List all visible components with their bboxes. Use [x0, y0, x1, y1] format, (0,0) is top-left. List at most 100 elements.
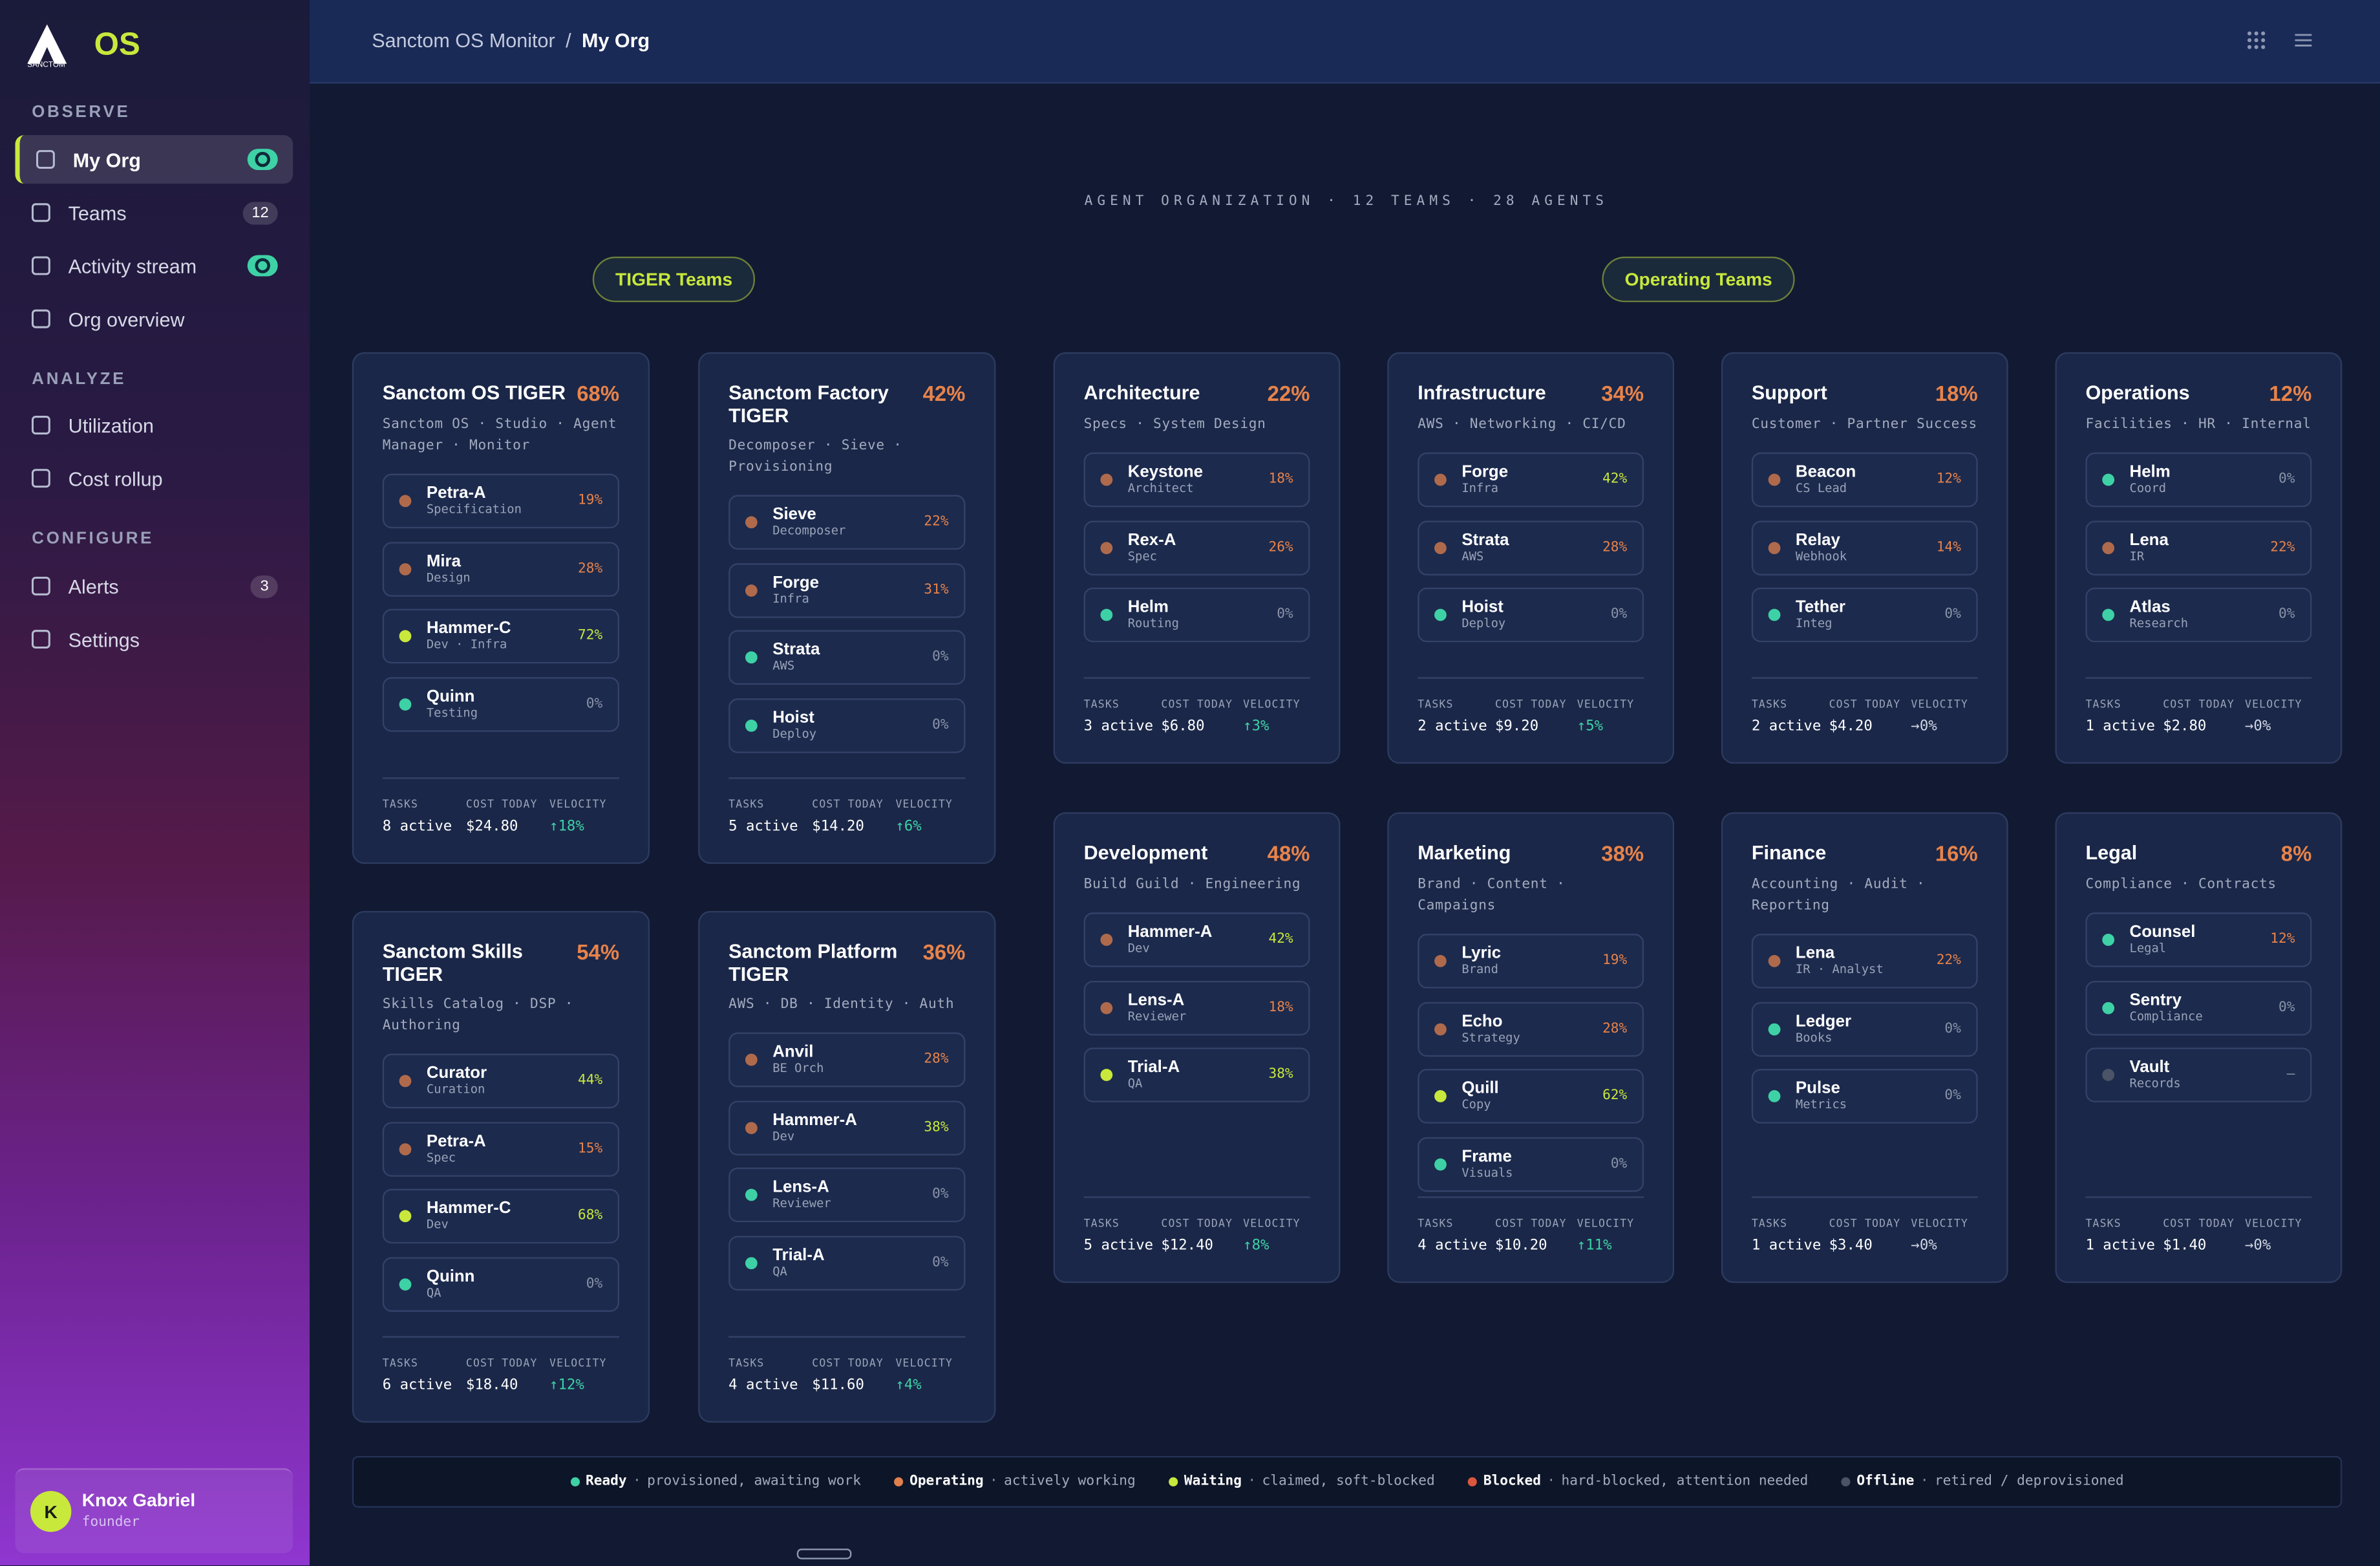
- agent-row[interactable]: Sieve Decomposer 22%: [728, 495, 966, 550]
- agent-row[interactable]: Hoist Deploy 0%: [728, 698, 966, 753]
- agent-list: Lyric Brand 19% Echo Strategy 28% Quill Copy 62%…: [1418, 934, 1644, 1192]
- agent-row[interactable]: Lens-A Reviewer 18%: [1083, 980, 1310, 1035]
- nav-item[interactable]: Alerts 3: [15, 562, 293, 610]
- stat-label: VELOCITY: [1911, 698, 1968, 711]
- team-header: Sanctom Factory TIGER 42%: [728, 381, 965, 426]
- team-card[interactable]: Sanctom OS TIGER 68% Sanctom OS · Studio ·…: [352, 352, 650, 864]
- agent-load: 0%: [932, 1187, 949, 1203]
- team-card[interactable]: Operations 12% Facilities · HR · Internal H…: [2055, 352, 2343, 764]
- team-card[interactable]: Development 48% Build Guild · Engineering H…: [1053, 812, 1341, 1283]
- agent-row[interactable]: Relay Webhook 14%: [1751, 520, 1978, 575]
- legend-dot: [1468, 1477, 1478, 1486]
- legend-text: hard-blocked, attention needed: [1561, 1474, 1809, 1490]
- team-card[interactable]: Support 18% Customer · Partner Success Beac…: [1721, 352, 2008, 764]
- team-card[interactable]: Sanctom Skills TIGER 54% Skills Catalog · …: [352, 910, 650, 1423]
- agent-row[interactable]: Quinn Testing 0%: [382, 676, 620, 731]
- agent-role: IR: [2129, 548, 2145, 563]
- agent-row[interactable]: Hammer-C Dev · Infra 72%: [382, 608, 620, 664]
- nav-section: OBSERVE: [32, 103, 131, 122]
- agent-row[interactable]: Lens-A Reviewer 0%: [728, 1167, 966, 1223]
- filter-icon[interactable]: [2293, 30, 2313, 50]
- agent-row[interactable]: Hammer-A Dev 38%: [728, 1100, 966, 1155]
- team-card[interactable]: Architecture 22% Specs · System Design Keys…: [1053, 352, 1341, 764]
- nav-item[interactable]: Org overview: [15, 295, 293, 343]
- agent-row[interactable]: Quinn QA 0%: [382, 1256, 620, 1311]
- agent-row[interactable]: Hammer-C Dev 68%: [382, 1188, 620, 1244]
- agent-row[interactable]: Hammer-A Dev 42%: [1083, 912, 1310, 967]
- team-card[interactable]: Legal 8% Compliance · Contracts Counsel Lega…: [2055, 812, 2343, 1283]
- team-card[interactable]: Infrastructure 34% AWS · Networking · CI/C…: [1387, 352, 1675, 764]
- agent-info: Hoist Deploy: [1461, 598, 1505, 632]
- agent-row[interactable]: Strata AWS 28%: [1418, 520, 1644, 575]
- nav-item[interactable]: Cost rollup: [15, 454, 293, 502]
- agent-row[interactable]: Beacon CS Lead 12%: [1751, 452, 1978, 508]
- stat-value: 8 active: [382, 818, 452, 835]
- agent-row[interactable]: Anvil BE Orch 28%: [728, 1032, 966, 1088]
- agent-name: Vault: [2129, 1058, 2170, 1077]
- nav-item[interactable]: My Org: [15, 134, 293, 184]
- stat-value: $14.20: [812, 818, 864, 835]
- team-card[interactable]: Marketing 38% Brand · Content · Campaigns L…: [1387, 812, 1675, 1283]
- agent-name: Lens-A: [1127, 991, 1185, 1009]
- agent-row[interactable]: Vault Records –: [2085, 1047, 2312, 1102]
- team-card[interactable]: Sanctom Factory TIGER 42% Decomposer · Sie…: [698, 352, 996, 864]
- agent-row[interactable]: Helm Routing 0%: [1083, 587, 1310, 643]
- group-pill[interactable]: TIGER Teams: [592, 256, 756, 303]
- group-pill[interactable]: Operating Teams: [1602, 256, 1795, 303]
- status-dot: [399, 630, 412, 643]
- agent-row[interactable]: Atlas Research 0%: [2085, 587, 2312, 643]
- logo: [27, 24, 67, 64]
- agent-row[interactable]: Strata AWS 0%: [728, 630, 966, 685]
- agent-row[interactable]: Trial-A QA 38%: [1083, 1047, 1310, 1102]
- nav-item[interactable]: Activity stream: [15, 241, 293, 290]
- agent-row[interactable]: Frame Visuals 0%: [1418, 1136, 1644, 1192]
- agent-row[interactable]: Trial-A QA 0%: [728, 1235, 966, 1290]
- team-card[interactable]: Sanctom Platform TIGER 36% AWS · DB · Iden…: [698, 910, 996, 1423]
- team-card[interactable]: Finance 16% Accounting · Audit · Reporting…: [1721, 812, 2008, 1283]
- stat-label: COST TODAY: [2163, 1217, 2235, 1230]
- agent-row[interactable]: Echo Strategy 28%: [1418, 1001, 1644, 1057]
- agent-row[interactable]: Lena IR 22%: [2085, 520, 2312, 575]
- stat-value: 4 active: [1418, 1237, 1487, 1254]
- agent-info: Curator Curation: [427, 1064, 487, 1098]
- breadcrumb-item[interactable]: Sanctom OS Monitor: [372, 28, 555, 52]
- agent-load: 14%: [1936, 539, 1961, 555]
- agent-row[interactable]: Keystone Architect 18%: [1083, 452, 1310, 508]
- agent-load: 22%: [1936, 953, 1961, 969]
- agent-row[interactable]: Pulse Metrics 0%: [1751, 1069, 1978, 1124]
- agent-row[interactable]: Lyric Brand 19%: [1418, 934, 1644, 989]
- agent-row[interactable]: Helm Coord 0%: [2085, 452, 2312, 508]
- nav-item[interactable]: Settings: [15, 615, 293, 663]
- agent-name: Hoist: [1461, 598, 1503, 617]
- status-dot: [2102, 473, 2115, 486]
- stat-label: COST TODAY: [812, 799, 884, 811]
- nav-label: Settings: [68, 627, 140, 651]
- agent-info: Tether Integ: [1796, 598, 1845, 632]
- agent-list: Hammer-A Dev 42% Lens-A Reviewer 18% Trial-A QA…: [1083, 912, 1310, 1102]
- agent-name: Lyric: [1461, 944, 1502, 963]
- agent-row[interactable]: Lena IR · Analyst 22%: [1751, 934, 1978, 989]
- agent-row[interactable]: Hoist Deploy 0%: [1418, 587, 1644, 643]
- stat-value: 3 active: [1083, 718, 1154, 735]
- agent-row[interactable]: Forge Infra 31%: [728, 563, 966, 617]
- scroll-handle[interactable]: [796, 1549, 852, 1560]
- agent-row[interactable]: Petra-A Specification 19%: [382, 473, 620, 529]
- agent-row[interactable]: Tether Integ 0%: [1751, 587, 1978, 643]
- agent-row[interactable]: Forge Infra 42%: [1418, 452, 1644, 508]
- team-header: Sanctom Platform TIGER 36%: [728, 940, 965, 985]
- agent-row[interactable]: Mira Design 28%: [382, 541, 620, 596]
- nav-item[interactable]: Teams 12: [15, 188, 293, 237]
- agent-row[interactable]: Rex-A Spec 26%: [1083, 520, 1310, 575]
- agent-row[interactable]: Ledger Books 0%: [1751, 1001, 1978, 1057]
- grid-icon[interactable]: [2246, 30, 2266, 50]
- agent-row[interactable]: Quill Copy 62%: [1418, 1069, 1644, 1124]
- team-name: Sanctom Skills TIGER: [382, 939, 523, 985]
- agent-row[interactable]: Counsel Legal 12%: [2085, 912, 2312, 967]
- stat-value: 5 active: [728, 818, 798, 835]
- agent-row[interactable]: Sentry Compliance 0%: [2085, 980, 2312, 1035]
- user-card[interactable]: K Knox Gabriel founder: [15, 1468, 293, 1554]
- agent-row[interactable]: Curator Curation 44%: [382, 1053, 620, 1109]
- nav-item[interactable]: Utilization: [15, 401, 293, 449]
- agent-row[interactable]: Petra-A Spec 15%: [382, 1121, 620, 1176]
